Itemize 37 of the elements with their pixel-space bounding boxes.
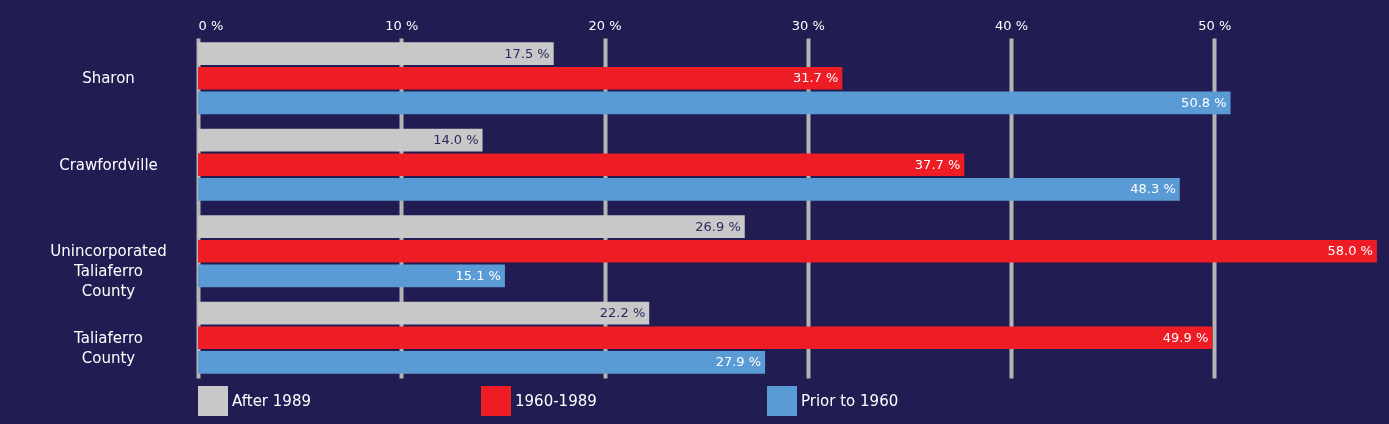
data-label: 15.1 % [455, 267, 501, 283]
data-label: 14.0 % [433, 132, 479, 148]
data-label: 31.7 % [792, 70, 839, 86]
y-tick-label: Crawfordville [59, 155, 158, 174]
x-tick-label: 0 % [198, 17, 224, 33]
data-label: 26.9 % [695, 218, 741, 234]
data-label: 58.0 % [1327, 243, 1373, 259]
bar [198, 153, 965, 177]
bar [198, 178, 1180, 201]
y-tick-label: Unincorporated Taliaferro County [50, 242, 167, 301]
bar [198, 42, 554, 65]
data-label: 22.2 % [599, 305, 646, 321]
bar [198, 301, 650, 325]
bar [198, 351, 766, 374]
bar [198, 239, 1377, 263]
bar [198, 91, 1231, 115]
bar [198, 66, 843, 90]
bar [198, 215, 745, 238]
data-label: 49.9 % [1162, 329, 1209, 345]
data-label: 17.5 % [504, 45, 550, 61]
legend-label: 1960-1989 [515, 392, 597, 410]
y-tick-label: Taliaferro County [73, 328, 143, 367]
legend-label: Prior to 1960 [801, 392, 899, 410]
data-label: 27.9 % [715, 354, 762, 370]
legend-label: After 1989 [232, 392, 311, 410]
data-label: 50.8 % [1181, 94, 1227, 110]
x-tick-label: 10 % [385, 17, 419, 33]
x-tick-label: 30 % [791, 17, 825, 33]
data-label: 37.7 % [914, 156, 961, 172]
data-label: 48.3 % [1130, 181, 1176, 197]
x-tick-label: 50 % [1198, 17, 1232, 33]
bar [198, 264, 505, 288]
bar [198, 326, 1213, 350]
bar [198, 128, 483, 152]
y-tick-label: Sharon [82, 69, 135, 88]
x-tick-label: 20 % [588, 17, 622, 33]
x-tick-label: 40 % [995, 17, 1029, 33]
